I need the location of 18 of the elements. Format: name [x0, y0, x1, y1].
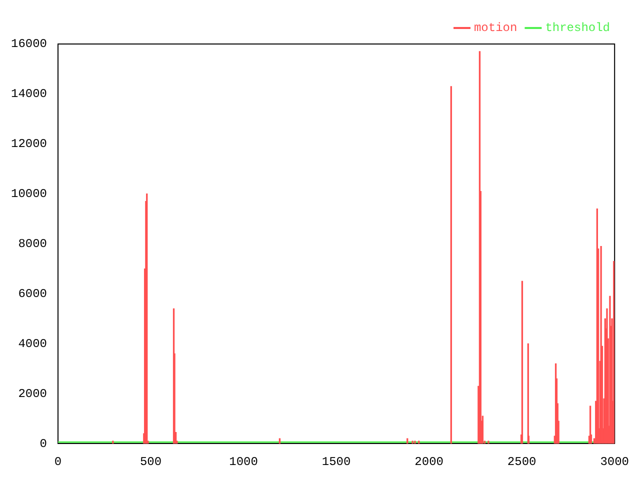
x-tick-label: 500 [140, 454, 162, 469]
x-tick-label: 0 [54, 454, 62, 469]
x-tick-label: 2000 [414, 454, 444, 469]
legend-label: threshold [545, 21, 610, 36]
y-tick-label: 6000 [18, 286, 48, 301]
x-tick-label: 1500 [322, 454, 351, 469]
y-tick-label: 14000 [10, 87, 48, 102]
y-tick-label: 0 [40, 436, 48, 451]
y-tick-label: 16000 [10, 37, 48, 52]
y-tick-label: 12000 [10, 137, 48, 152]
x-tick-label: 3000 [600, 454, 630, 469]
x-tick-label: 1000 [229, 454, 258, 469]
legend-label: motion [474, 21, 518, 36]
y-tick-label: 4000 [18, 336, 48, 351]
x-tick-label: 2500 [507, 454, 536, 469]
y-tick-label: 10000 [10, 187, 48, 202]
y-tick-label: 8000 [18, 236, 48, 251]
y-tick-label: 2000 [18, 386, 48, 401]
